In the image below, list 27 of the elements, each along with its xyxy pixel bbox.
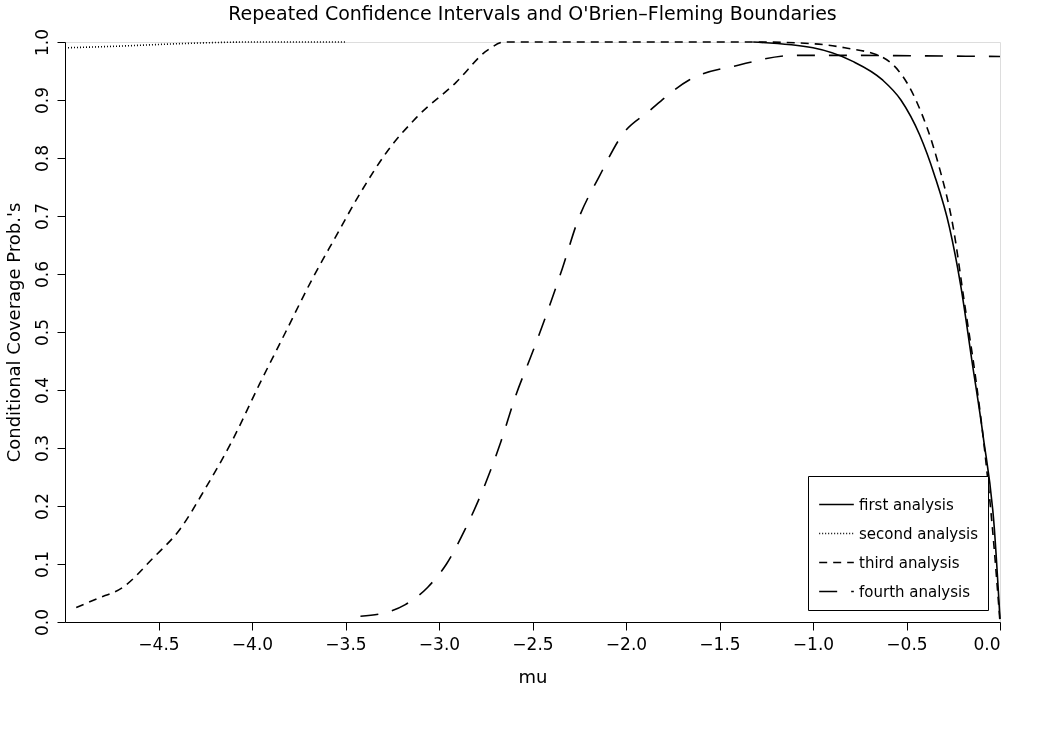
y-tick-label: 0.1 [31,550,52,579]
y-axis-title: Conditional Coverage Prob.'s [2,202,24,463]
x-tick-label: −2.5 [512,633,554,654]
x-tick-label: −4.0 [231,633,274,654]
x-tick-label: 0.0 [973,633,1001,654]
y-tick-label: 0.6 [31,260,52,289]
y-tick-label: 0.4 [31,376,52,405]
legend-label: second analysis [859,524,979,543]
x-tick-label: −3.5 [325,633,367,654]
chart-title: Repeated Confidence Intervals and O'Brien–Fleming Boundaries [228,2,837,25]
x-tick-label: −3.0 [418,633,461,654]
x-tick-label: −4.5 [138,633,180,654]
x-axis-title: mu [518,665,548,687]
y-tick-label: 0.9 [31,86,52,115]
y-tick-label: 1.0 [31,28,52,57]
x-tick-label: −2.0 [605,633,648,654]
y-tick-label: 0.5 [31,318,52,347]
x-tick-label: −1.5 [699,633,741,654]
y-tick-label: 0.3 [31,434,52,463]
legend-label: third analysis [859,553,960,572]
x-tick-label: −1.0 [792,633,835,654]
y-tick-label: 0.7 [31,202,52,231]
x-tick-label: −0.5 [886,633,928,654]
legend-label: fourth analysis [859,582,971,601]
legend-label: first analysis [859,495,954,514]
y-tick-label: 0.2 [31,492,52,521]
y-tick-label: 0.8 [31,144,52,173]
